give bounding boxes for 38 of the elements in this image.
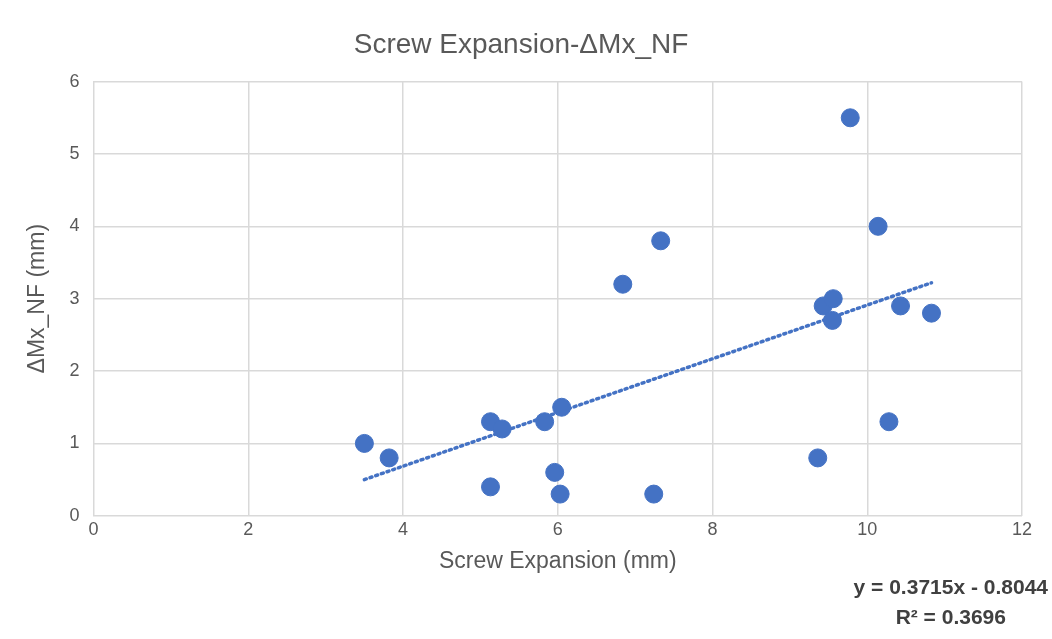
x-tick-label: 6 bbox=[552, 518, 563, 539]
point bbox=[613, 274, 633, 294]
point bbox=[535, 412, 555, 432]
point bbox=[552, 397, 572, 417]
point bbox=[379, 448, 399, 468]
y-axis-title: ΔMx_NF (mm) bbox=[23, 223, 50, 374]
point bbox=[840, 108, 860, 128]
text: y = 0.3715x - 0.8044 bbox=[853, 574, 1048, 600]
chart-title: Screw Expansion-ΔMx_NF bbox=[353, 27, 689, 59]
point bbox=[651, 231, 671, 251]
y-tick-label: 4 bbox=[69, 215, 80, 236]
point bbox=[823, 289, 843, 309]
y-tick-label: 5 bbox=[69, 142, 80, 163]
point bbox=[891, 296, 911, 316]
point bbox=[868, 216, 888, 236]
y-tick-label: 6 bbox=[69, 70, 80, 91]
x-axis-title: Screw Expansion (mm) bbox=[438, 546, 677, 573]
point bbox=[921, 303, 941, 323]
x-tick-label: 8 bbox=[707, 518, 718, 539]
x-tick-label: 4 bbox=[398, 518, 409, 539]
y-tick-label: 0 bbox=[69, 504, 80, 525]
y-tick-label: 2 bbox=[69, 360, 80, 381]
text: R² = 0.3696 bbox=[894, 604, 1007, 630]
point bbox=[354, 433, 374, 453]
x-tick-label: 2 bbox=[243, 518, 254, 539]
x-tick-label: 12 bbox=[1011, 518, 1033, 539]
x-tick-label: 0 bbox=[88, 518, 99, 539]
y-tick-label: 3 bbox=[69, 287, 80, 308]
point bbox=[822, 310, 842, 330]
point bbox=[550, 484, 570, 504]
point bbox=[644, 484, 664, 504]
point bbox=[481, 477, 500, 497]
point bbox=[879, 412, 899, 432]
point bbox=[808, 448, 828, 468]
y-tick-label: 1 bbox=[69, 432, 80, 453]
x-tick-label: 10 bbox=[857, 518, 878, 539]
point bbox=[545, 462, 565, 482]
point bbox=[492, 419, 512, 439]
